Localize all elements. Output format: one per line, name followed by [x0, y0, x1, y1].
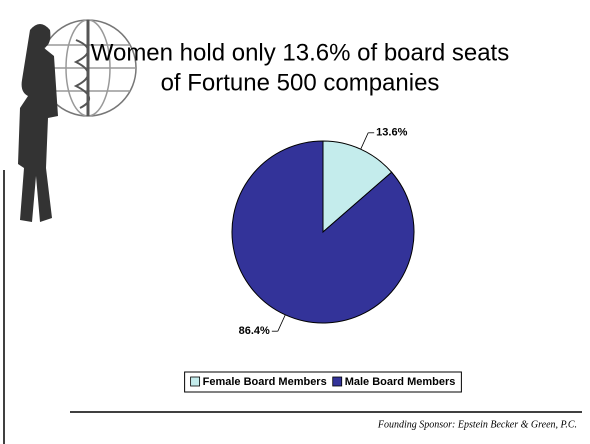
- pie-slice: [322, 140, 393, 234]
- caduceus-snake: [73, 39, 90, 109]
- pie-slice: [231, 140, 415, 324]
- data-label: 13.6%: [376, 127, 407, 139]
- legend-label: Female Board Members: [203, 376, 327, 388]
- chart-title: of Fortune 500 companies: [161, 69, 440, 96]
- data-label: 86.4%: [239, 325, 270, 337]
- legend-box: [184, 371, 462, 393]
- legend-swatch: [190, 376, 201, 387]
- leader-line: [360, 132, 369, 150]
- footer: Founding Sponsor: Epstein Becker & Green…: [377, 419, 577, 430]
- chart-title: Women hold only 13.6% of board seats: [91, 39, 509, 66]
- person-silhouette: [18, 24, 58, 222]
- leader-line: [277, 314, 286, 332]
- legend-label: Male Board Members: [345, 376, 456, 388]
- legend-swatch: [332, 376, 343, 387]
